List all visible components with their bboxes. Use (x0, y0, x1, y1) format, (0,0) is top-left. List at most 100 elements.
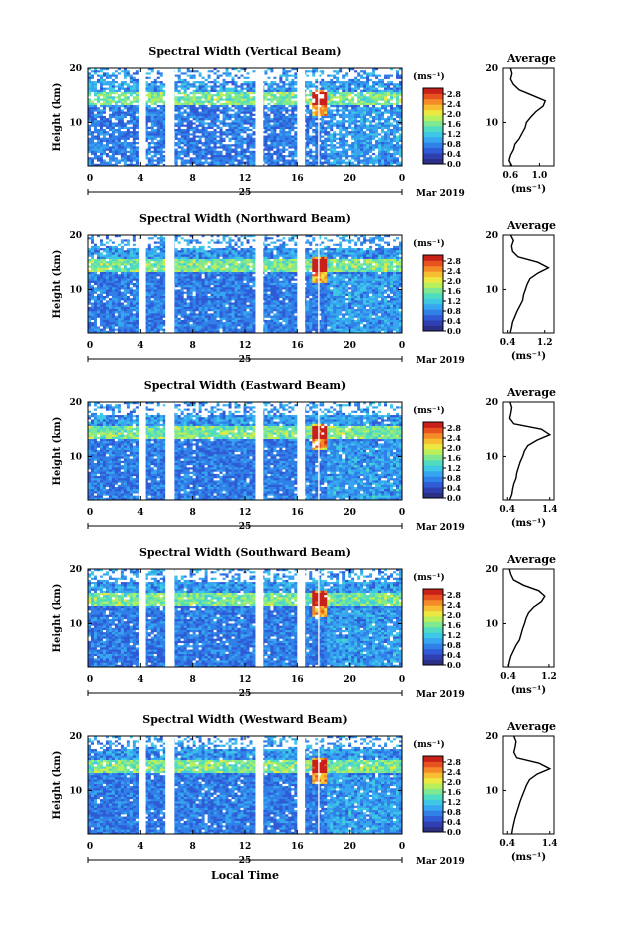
heatmap-cell (177, 115, 182, 119)
heatmap-cell (174, 70, 179, 73)
heatmap-cell (126, 135, 131, 139)
colorbar-swatch (423, 98, 443, 105)
heatmap-cell (177, 133, 182, 136)
heatmap-cell (93, 78, 98, 82)
colorbar-tick-label: 2.4 (447, 99, 461, 109)
heatmap-cell (144, 98, 149, 102)
heatmap-cell (135, 126, 140, 130)
heatmap-cell (132, 161, 137, 165)
heatmap-cell (129, 148, 134, 152)
heatmap-cell (93, 83, 98, 86)
heatmap-cell (114, 118, 119, 121)
heatmap-cell (144, 107, 149, 110)
heatmap-cell (99, 152, 104, 156)
heatmap-cell (129, 111, 134, 115)
heatmap-cell (90, 122, 95, 126)
heatmap-cell (150, 118, 155, 121)
heatmap-cell (162, 91, 167, 95)
heatmap-cell (90, 100, 95, 104)
heatmap-cell (159, 155, 164, 158)
heatmap-cell (111, 76, 116, 80)
heatmap-cell (153, 126, 158, 130)
heatmap-cell (132, 135, 137, 139)
heatmap-cell (93, 152, 98, 156)
heatmap-cell (135, 150, 140, 154)
heatmap-cell (159, 83, 164, 86)
heatmap-cell (120, 142, 125, 145)
heatmap-cell (156, 137, 161, 141)
heatmap-cell (126, 128, 131, 132)
heatmap-cell (111, 111, 116, 115)
heatmap-cell (153, 142, 158, 145)
heatmap-cell (135, 68, 140, 71)
heatmap-cell (117, 126, 122, 130)
heatmap-cell (120, 113, 125, 117)
heatmap-cell (99, 85, 104, 88)
heatmap-cell (150, 102, 155, 106)
heatmap-cell (123, 163, 128, 167)
heatmap-cell (132, 74, 137, 78)
heatmap-cell (159, 94, 164, 97)
heatmap-cell (126, 68, 131, 71)
heatmap-cell (129, 118, 134, 121)
heatmap-cell (88, 150, 92, 154)
heatmap-cell (156, 83, 161, 86)
heatmap-cell (177, 163, 182, 167)
heatmap-cell (177, 122, 182, 126)
heatmap-cell (129, 85, 134, 88)
heatmap-cell (102, 126, 107, 130)
heatmap-cell (111, 94, 116, 97)
heatmap-cell (114, 70, 119, 73)
heatmap-cell (135, 87, 140, 91)
heatmap-cell (90, 98, 95, 102)
heatmap-cell (114, 83, 119, 86)
heatmap-cell (96, 113, 101, 117)
heatmap-cell (153, 157, 158, 160)
heatmap-cell (88, 113, 92, 117)
heatmap-cell (96, 142, 101, 145)
heatmap-cell (108, 115, 113, 119)
heatmap-cell (156, 135, 161, 139)
heatmap-cell (180, 89, 185, 93)
heatmap-cell (96, 139, 101, 143)
heatmap-cell (90, 142, 95, 145)
heatmap-cell (90, 124, 95, 128)
heatmap-cell (132, 87, 137, 91)
heatmap-cell (108, 96, 113, 99)
heatmap-cell (120, 109, 125, 112)
heatmap-cell (90, 120, 95, 123)
heatmap-cell (150, 85, 155, 88)
heatmap-cell (156, 68, 161, 71)
heatmap-cell (111, 148, 116, 152)
heatmap-cell (117, 85, 122, 88)
heatmap-cell (177, 68, 182, 71)
heatmap-cell (99, 83, 104, 86)
heatmap-cell (114, 107, 119, 110)
heatmap-cell (114, 148, 119, 152)
heatmap-cell (102, 157, 107, 160)
heatmap-cell (129, 109, 134, 112)
heatmap-cell (153, 96, 158, 99)
heatmap-cell (153, 94, 158, 97)
heatmap-cell (156, 74, 161, 78)
heatmap-cell (135, 83, 140, 86)
heatmap-cell (117, 78, 122, 82)
heatmap-cell (135, 118, 140, 121)
heatmap-cell (105, 85, 110, 88)
heatmap-cell (99, 146, 104, 149)
heatmap-cell (117, 163, 122, 167)
heatmap-cell (99, 96, 104, 99)
heatmap-cell (120, 157, 125, 160)
heatmap-cell (156, 96, 161, 99)
heatmap-cell (177, 100, 182, 104)
heatmap-cell (111, 163, 116, 167)
heatmap-cell (129, 133, 134, 136)
heatmap-cell (132, 98, 137, 102)
heatmap-cell (159, 85, 164, 88)
heatmap-cell (144, 74, 149, 78)
heatmap-cell (129, 96, 134, 99)
heatmap-cell (129, 155, 134, 158)
colorbar-tick-label: 1.2 (447, 129, 461, 139)
heatmap-cell (150, 72, 155, 75)
heatmap-cell (117, 161, 122, 165)
